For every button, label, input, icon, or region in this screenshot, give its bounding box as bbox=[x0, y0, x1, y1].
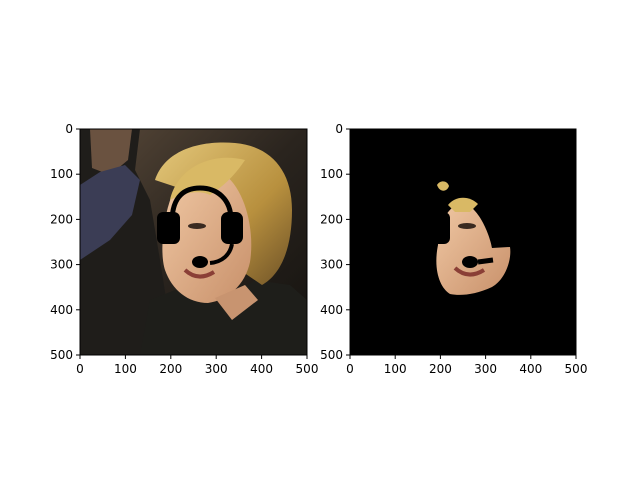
y-tick-label: 300 bbox=[320, 258, 343, 272]
y-tick-label: 300 bbox=[50, 258, 73, 272]
left-image-panel bbox=[80, 129, 307, 355]
x-tick-label: 400 bbox=[519, 362, 542, 376]
x-tick-label: 100 bbox=[114, 362, 137, 376]
x-tick-label: 0 bbox=[346, 362, 354, 376]
x-tick-label: 300 bbox=[474, 362, 497, 376]
x-tick-label: 400 bbox=[250, 362, 273, 376]
axes-frame-2 bbox=[349, 128, 577, 356]
x-tick-label: 500 bbox=[565, 362, 588, 376]
y-tick-label: 400 bbox=[50, 303, 73, 317]
woman-eye bbox=[188, 223, 206, 229]
segmented-face bbox=[436, 203, 511, 295]
x-tick-label: 100 bbox=[384, 362, 407, 376]
x-tick-label: 500 bbox=[296, 362, 319, 376]
y-tick-label: 500 bbox=[320, 348, 343, 362]
segmented-hair-patch bbox=[437, 181, 449, 191]
x-tick-label: 300 bbox=[205, 362, 228, 376]
man-beard bbox=[90, 129, 132, 175]
y-tick-label: 500 bbox=[50, 348, 73, 362]
y-tick-label: 100 bbox=[320, 167, 343, 181]
man-scarf bbox=[80, 165, 140, 260]
x-tick-label: 200 bbox=[429, 362, 452, 376]
y-tick-label: 400 bbox=[320, 303, 343, 317]
y-tick-label: 200 bbox=[50, 212, 73, 226]
segmented-hair-strip bbox=[448, 197, 478, 212]
headset-overlay bbox=[157, 185, 243, 268]
x-tick-label: 0 bbox=[76, 362, 84, 376]
x-tick-label: 200 bbox=[159, 362, 182, 376]
y-tick-label: 100 bbox=[50, 167, 73, 181]
axes-frame-1 bbox=[79, 128, 308, 356]
y-tick-label: 0 bbox=[335, 122, 343, 136]
woman-coat bbox=[140, 280, 307, 355]
right-image-panel bbox=[350, 129, 576, 355]
segmented-mouth bbox=[453, 266, 486, 277]
segmented-headset-holes bbox=[427, 185, 513, 268]
y-tick-label: 0 bbox=[65, 122, 73, 136]
woman-neck bbox=[215, 285, 258, 320]
y-tick-label: 200 bbox=[320, 212, 343, 226]
segmented-eye bbox=[458, 223, 476, 229]
woman-mouth bbox=[183, 268, 216, 279]
